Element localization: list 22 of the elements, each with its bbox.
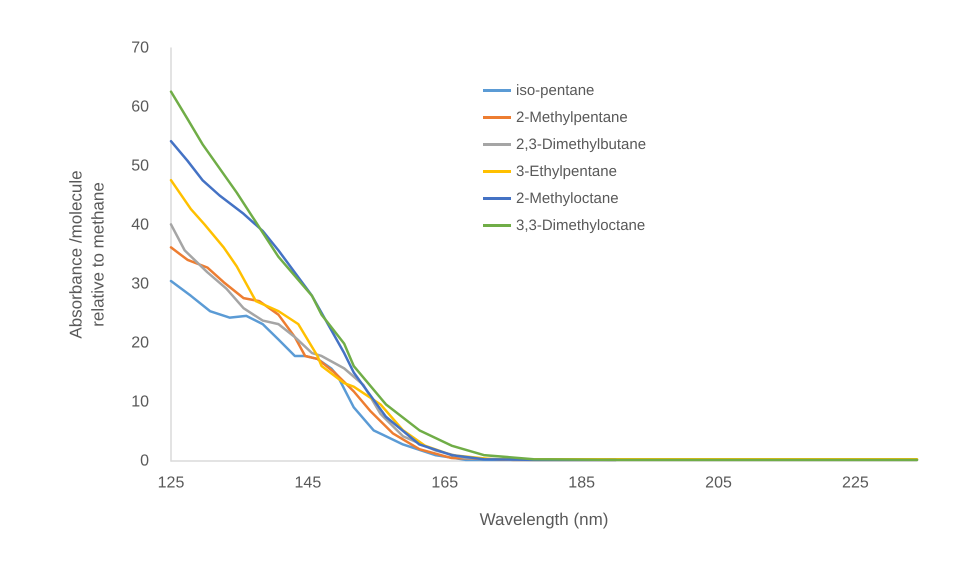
legend-label: 3,3-Dimethyloctane [516, 217, 646, 234]
y-tick-label: 70 [131, 40, 150, 56]
x-axis-title: Wavelength (nm) [480, 510, 608, 529]
x-tick-label: 165 [431, 474, 458, 492]
x-tick-label: 205 [705, 474, 732, 492]
x-tick-label: 185 [568, 474, 596, 492]
y-tick-label: 0 [140, 452, 150, 470]
y-axis-title: Absorbance /molecule relative to methane [66, 170, 108, 339]
y-tick-label: 20 [131, 334, 150, 352]
y-tick-label: 10 [131, 394, 150, 410]
x-tick-label: 145 [294, 474, 322, 492]
legend-label: 2-Methyloctane [516, 190, 619, 207]
x-tick-label: 225 [842, 474, 869, 492]
x-tick-label: 125 [158, 474, 184, 492]
y-tick-label: 50 [131, 158, 150, 174]
legend-label: iso-pentane [516, 82, 594, 99]
legend-label: 3-Ethylpentane [516, 163, 617, 180]
legend-label: 2,3-Dimethylbutane [516, 136, 646, 153]
legend-label: 2-Methylpentane [516, 109, 628, 126]
y-tick-label: 60 [131, 98, 150, 116]
y-tick-label: 40 [131, 216, 150, 234]
y-tick-label: 30 [131, 276, 150, 292]
